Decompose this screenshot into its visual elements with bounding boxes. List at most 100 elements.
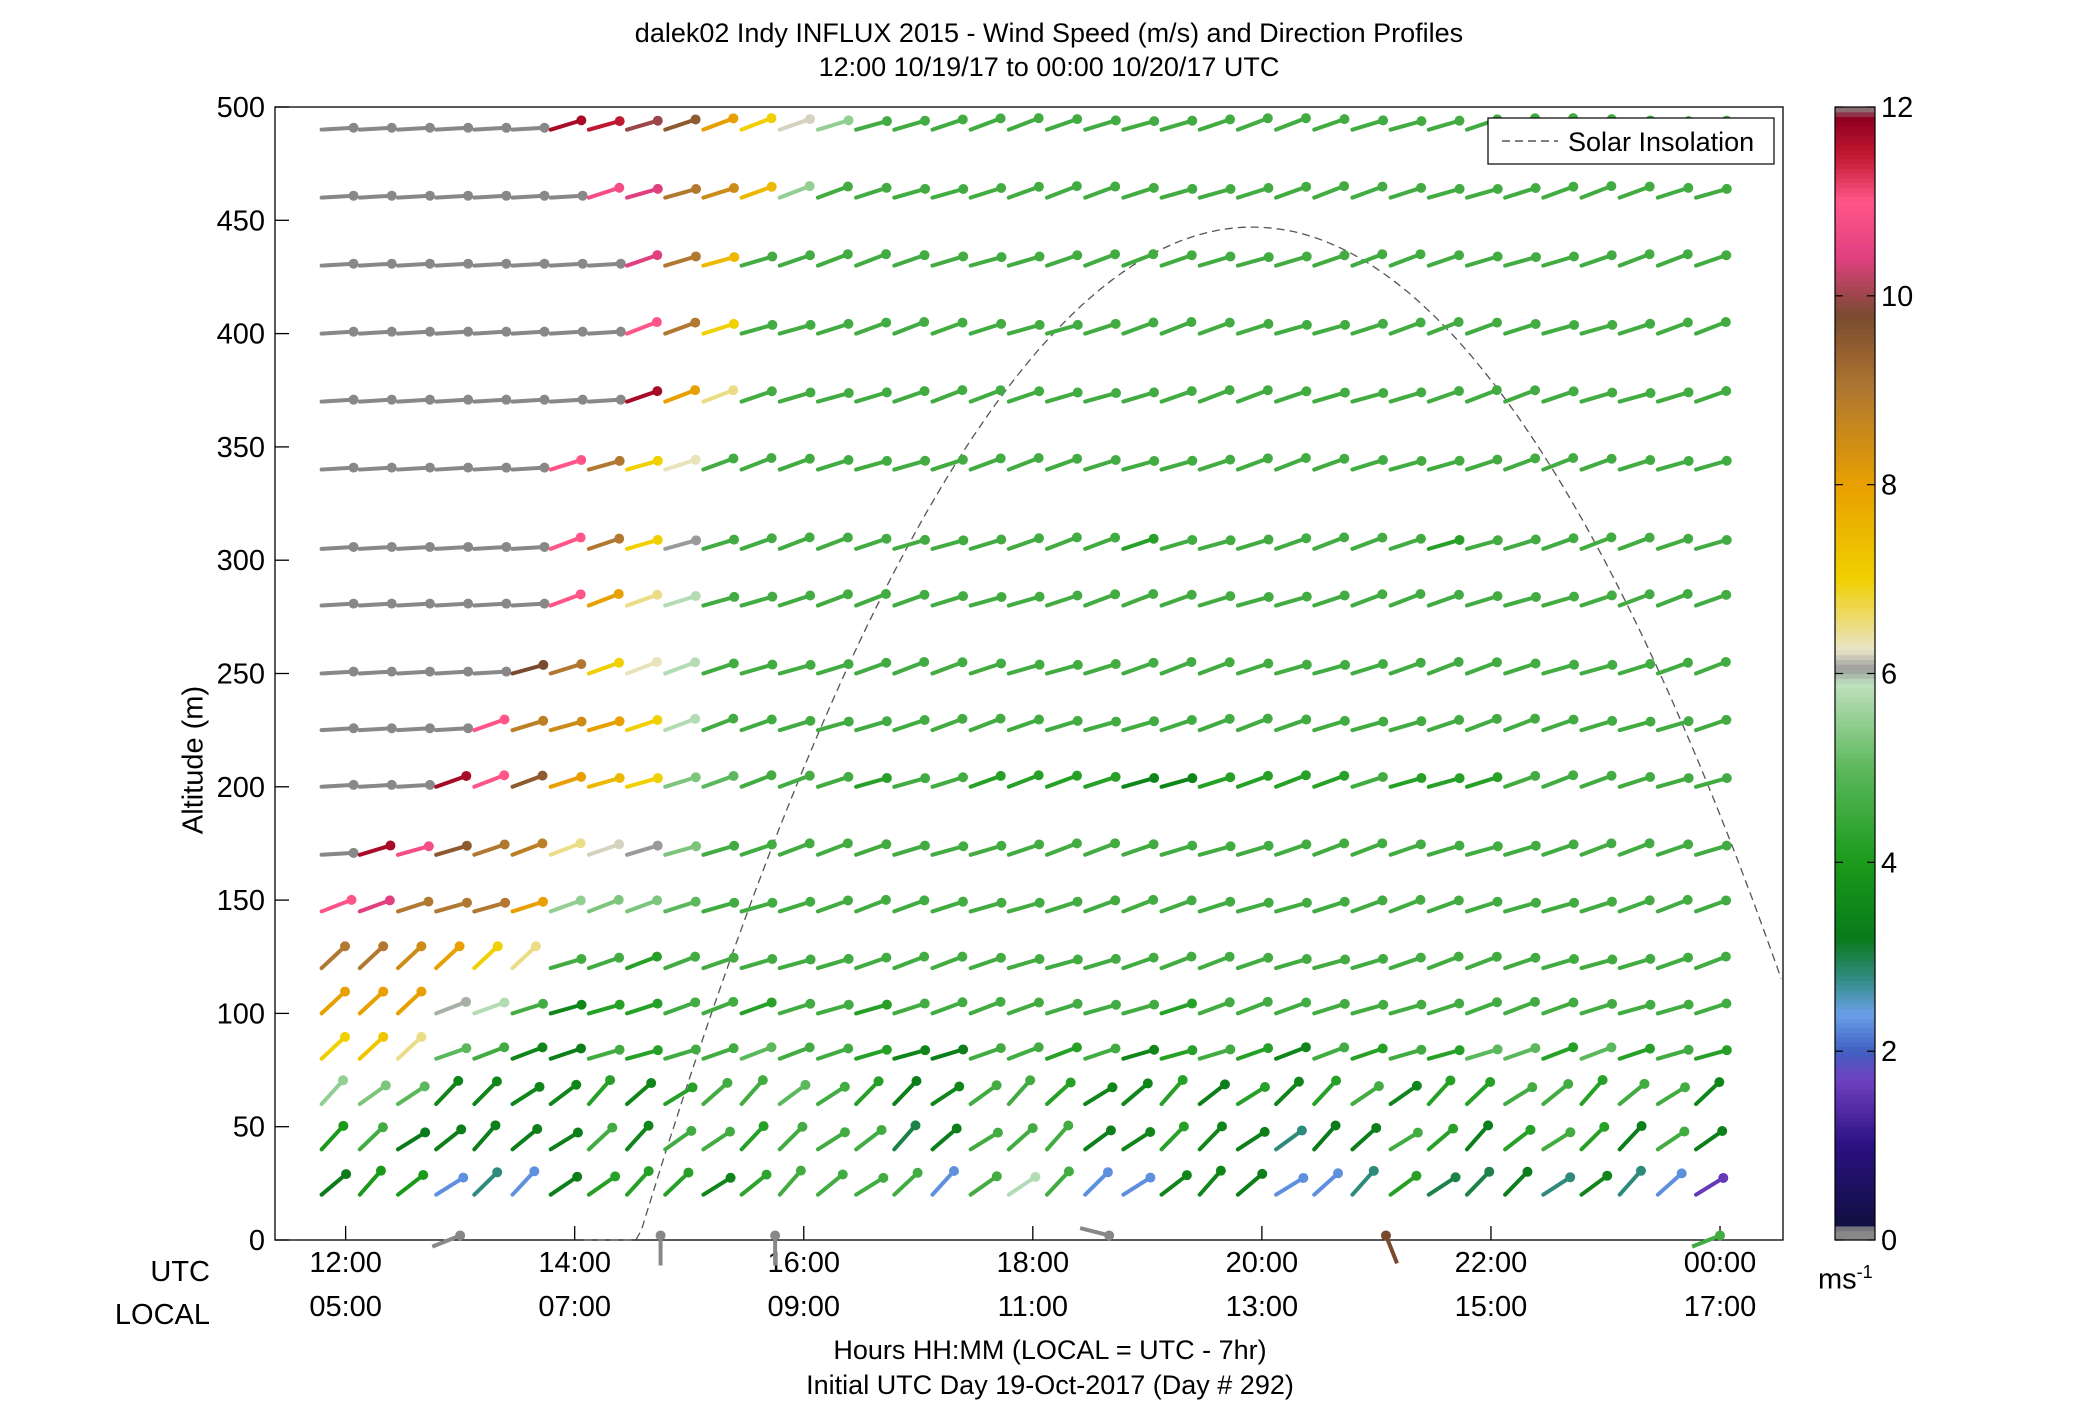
barb-shaft <box>1426 458 1462 472</box>
wind-barb <box>739 953 778 971</box>
barb-shaft <box>1083 1170 1110 1197</box>
barb-head <box>919 656 930 667</box>
wind-barb <box>739 1169 772 1197</box>
wind-barb <box>1121 317 1159 336</box>
barb-head <box>499 714 510 725</box>
wind-barb <box>1579 250 1617 268</box>
barb-head <box>652 773 663 784</box>
barb-shaft <box>1617 535 1652 551</box>
colorbar-band <box>1835 428 1875 434</box>
barb-head <box>804 838 815 849</box>
wind-barb <box>1694 773 1732 789</box>
wind-barb <box>1579 954 1618 971</box>
wind-barb <box>1312 250 1350 268</box>
wind-barb <box>892 773 931 789</box>
barb-head <box>1034 714 1045 725</box>
barb-shaft <box>1617 898 1652 914</box>
barb-shaft <box>586 536 622 551</box>
wind-barb <box>434 1124 467 1152</box>
wind-barb <box>1350 716 1389 733</box>
colorbar-band <box>1835 961 1875 967</box>
barb-shaft <box>1312 593 1347 608</box>
barb-head <box>1721 895 1732 906</box>
barb-shaft <box>1274 1000 1309 1016</box>
wind-barb <box>930 1166 960 1197</box>
colorbar-band <box>1835 583 1875 590</box>
barb-head <box>652 589 663 600</box>
colorbar-band <box>1835 239 1875 245</box>
wind-barb <box>1197 385 1235 404</box>
wind-barb <box>434 462 474 473</box>
wind-barb <box>739 1075 768 1107</box>
barb-shaft <box>586 329 623 336</box>
barb-shaft <box>1312 184 1347 200</box>
barb-head <box>501 190 512 201</box>
wind-barb <box>1044 532 1082 551</box>
barb-head <box>1530 952 1541 963</box>
barb-shaft <box>1044 957 1080 971</box>
barb-shaft <box>357 261 394 268</box>
barb-shaft <box>1350 391 1386 404</box>
barb-head <box>1411 1170 1422 1181</box>
barb-shaft <box>1274 1128 1304 1152</box>
wind-barb <box>1197 841 1236 857</box>
barb-head <box>1635 1165 1646 1176</box>
barb-shaft <box>701 1080 730 1107</box>
wind-barb <box>1044 659 1083 676</box>
barb-shaft <box>472 773 507 789</box>
barb-head <box>1644 181 1655 192</box>
colorbar-band <box>1835 1027 1875 1033</box>
wind-barb <box>663 657 701 676</box>
barb-shaft <box>1083 535 1118 551</box>
wind-barb <box>1503 770 1541 789</box>
barb-head <box>1263 252 1274 263</box>
wind-barb <box>1121 249 1159 268</box>
wind-barb <box>739 1042 777 1061</box>
wind-barb <box>1121 894 1159 914</box>
barb-shaft <box>1617 662 1653 676</box>
barb-head <box>690 772 701 783</box>
wind-barb <box>1694 895 1732 914</box>
wind-barb <box>510 1124 543 1152</box>
barb-head <box>348 122 359 133</box>
barb-shaft <box>1159 659 1194 676</box>
barb-shaft <box>357 1083 388 1107</box>
wind-barb <box>319 326 359 337</box>
colorbar-band <box>1835 258 1875 264</box>
barb-head <box>1111 388 1122 399</box>
barb-shaft <box>815 321 851 336</box>
barb-head <box>420 1127 431 1138</box>
barb-head <box>1225 841 1236 852</box>
barb-shaft <box>1503 843 1538 857</box>
wind-barb <box>663 1044 701 1061</box>
colorbar-band <box>1835 517 1875 524</box>
colorbar-band <box>1835 1103 1875 1109</box>
barb-head <box>951 1123 962 1134</box>
wind-barb <box>1274 839 1312 857</box>
barb-head <box>1110 999 1121 1010</box>
barb-shaft <box>1350 898 1385 914</box>
barb-shaft <box>1617 184 1652 200</box>
barb-head <box>463 394 474 405</box>
barb-shaft <box>1655 1129 1687 1152</box>
barb-head <box>729 840 740 851</box>
barb-shaft <box>930 320 965 336</box>
barb-shaft <box>968 1130 1000 1152</box>
barb-shaft <box>1235 955 1271 971</box>
barb-shaft <box>1503 456 1538 472</box>
wind-barb <box>892 656 930 676</box>
barb-shaft <box>854 185 889 200</box>
wind-barb <box>701 658 739 676</box>
colorbar-band <box>1835 182 1875 188</box>
colorbar-band <box>1835 267 1875 273</box>
barb-head <box>690 713 701 724</box>
barb-shaft <box>1694 898 1729 914</box>
barb-shaft <box>777 957 813 971</box>
barb-shaft <box>1579 899 1614 914</box>
barb-shaft <box>1197 844 1233 857</box>
barb-head <box>1718 1172 1729 1183</box>
wind-barb <box>625 840 663 857</box>
barb-shaft <box>1655 458 1691 472</box>
wind-barb <box>1235 658 1274 676</box>
colorbar-band <box>1835 286 1875 292</box>
